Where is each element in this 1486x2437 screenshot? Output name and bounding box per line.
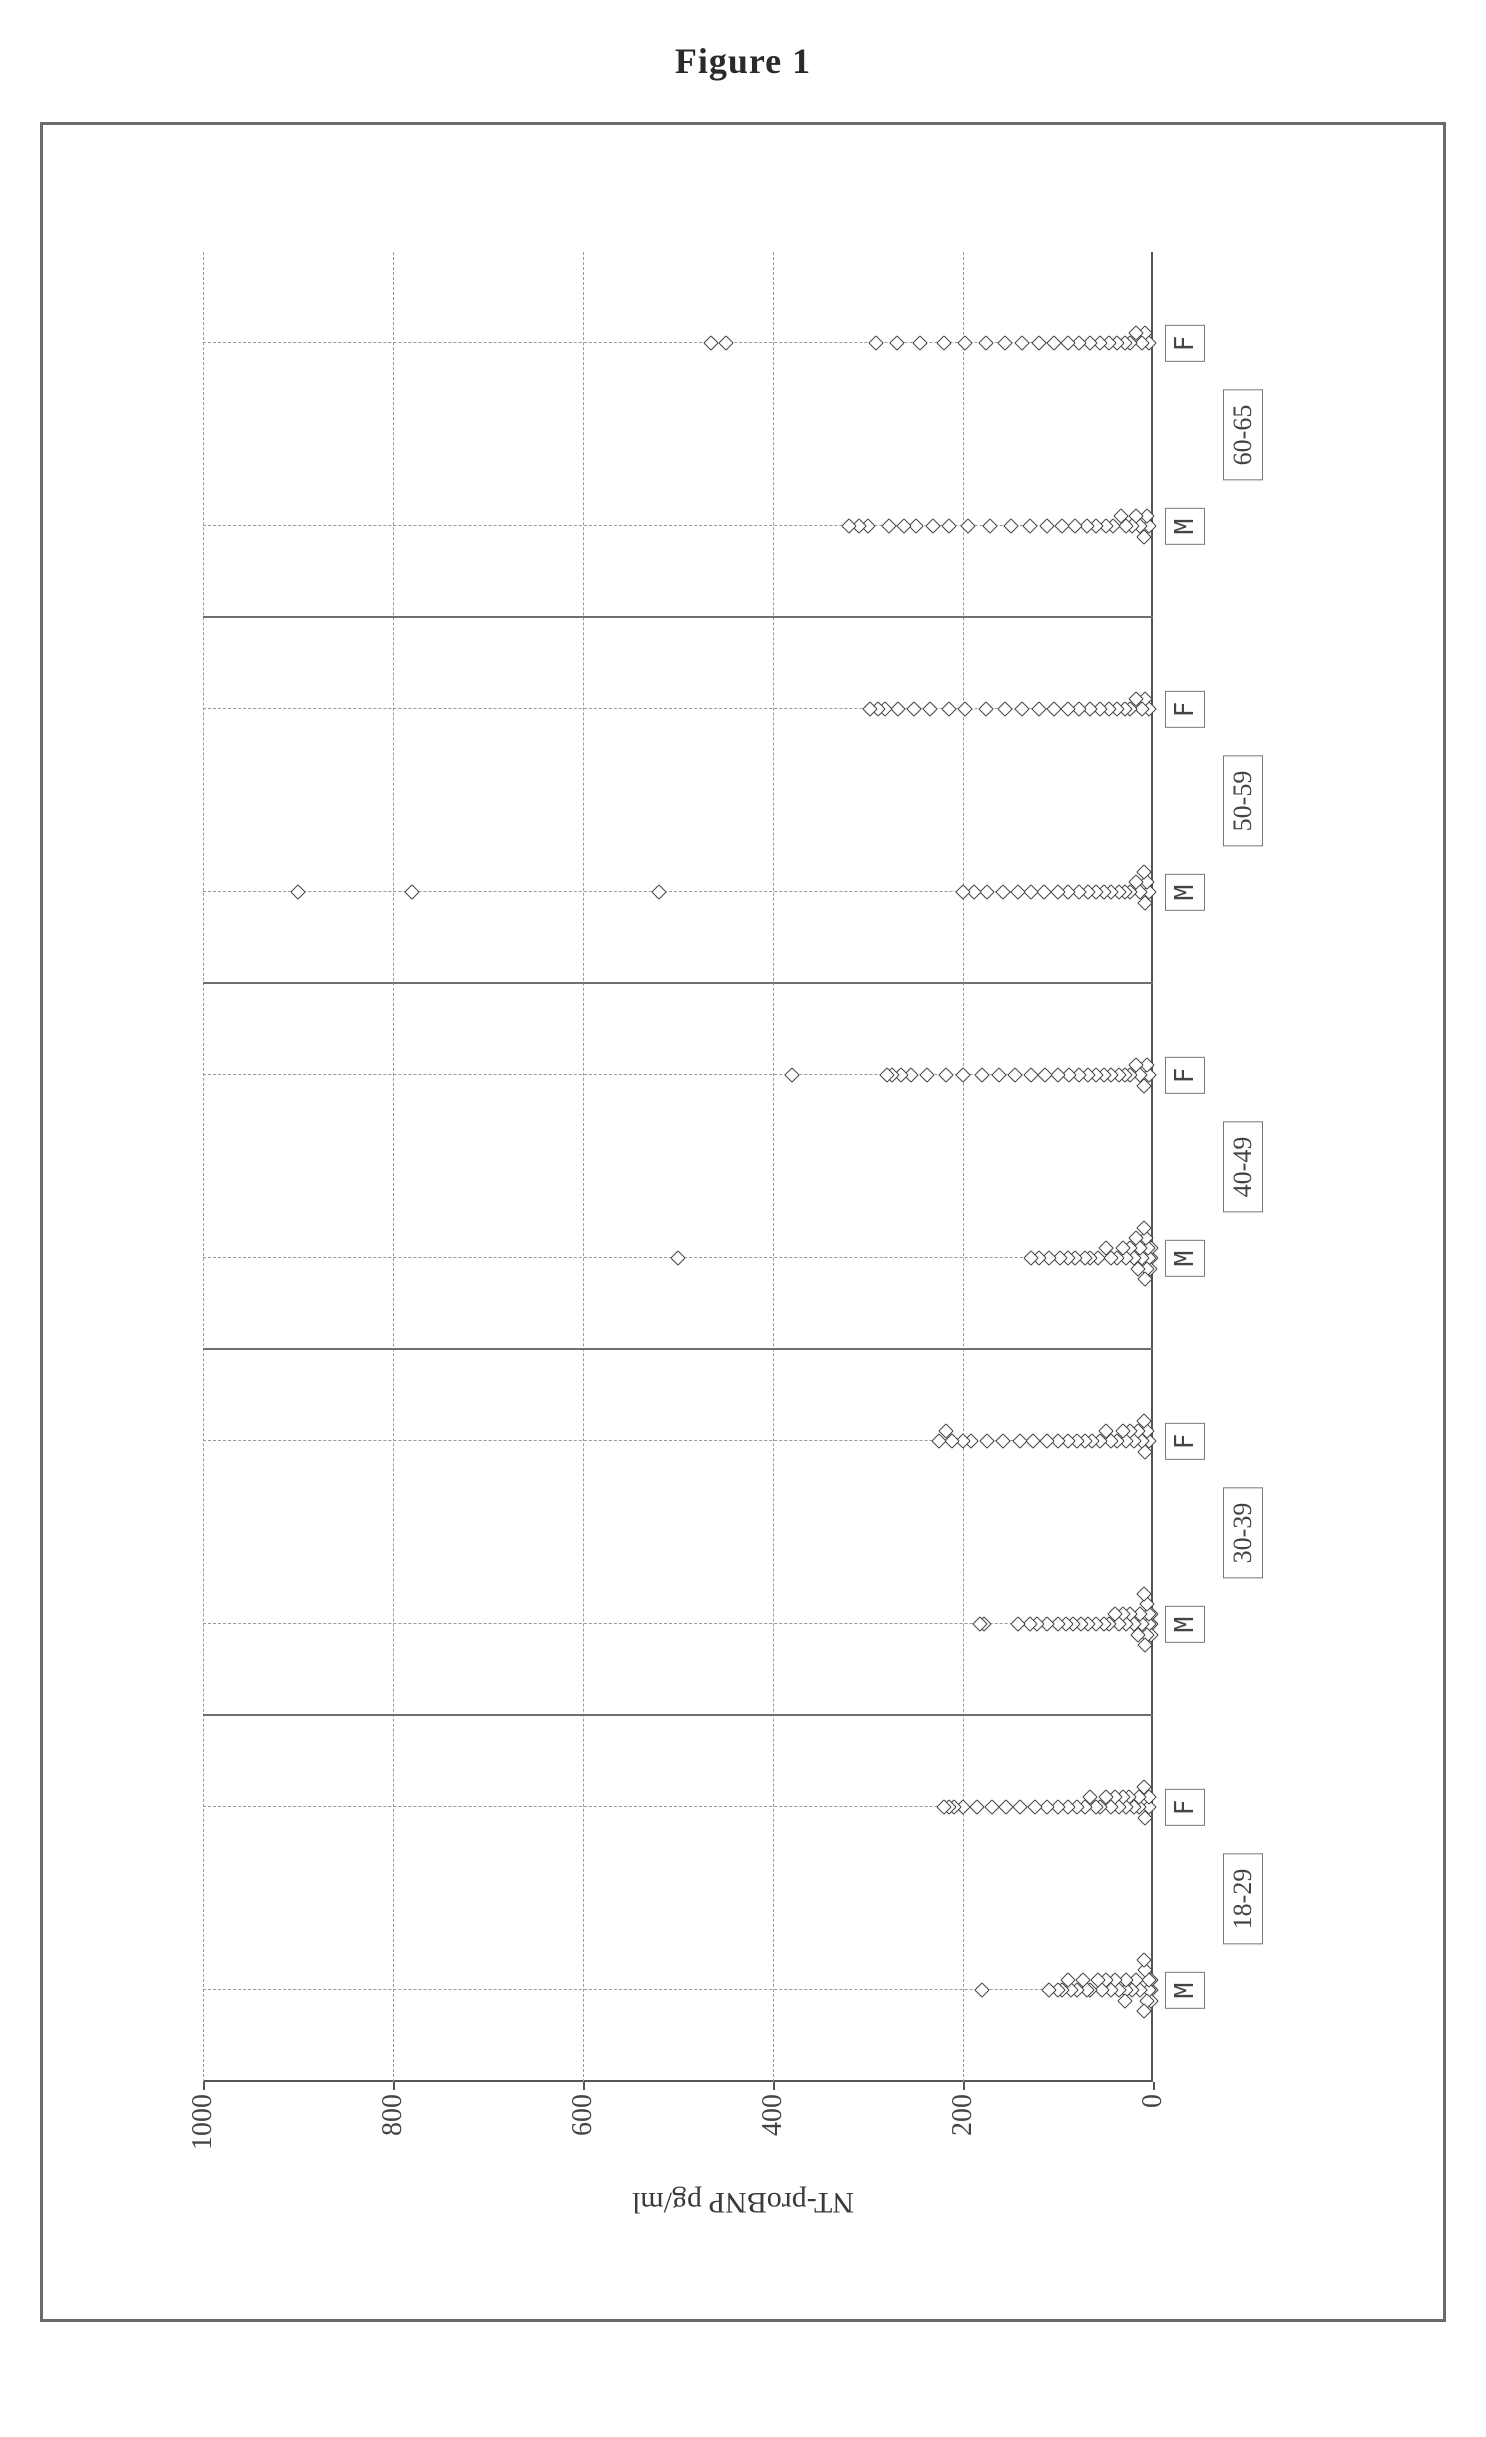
page: Figure 1 NT-proBNP pg/ml 020040060080010… xyxy=(40,40,1446,2322)
x-age-label: 30-39 xyxy=(1223,1488,1263,1579)
x-sex-label: M xyxy=(1165,1606,1205,1644)
age-group-separator xyxy=(203,616,1153,618)
y-tick-label: 1000 xyxy=(187,2094,219,2150)
y-tick-mark xyxy=(203,2082,205,2090)
x-sex-label: F xyxy=(1165,1423,1205,1461)
y-tick-label: 600 xyxy=(567,2094,599,2136)
chart-inner: NT-proBNP pg/ml 02004006008001000MFMFMFM… xyxy=(153,222,1333,2222)
y-tick-mark xyxy=(963,2082,965,2090)
x-sex-label: F xyxy=(1165,691,1205,729)
x-sex-label: F xyxy=(1165,325,1205,363)
age-group-separator xyxy=(203,1714,1153,1716)
chart-rotated-wrapper: NT-proBNP pg/ml 02004006008001000MFMFMFM… xyxy=(153,222,1333,2222)
grid-line-h xyxy=(203,252,204,2082)
y-tick-label: 400 xyxy=(757,2094,789,2136)
x-sex-label: M xyxy=(1165,508,1205,546)
x-age-label: 60-65 xyxy=(1223,390,1263,481)
y-tick-mark xyxy=(583,2082,585,2090)
y-tick-mark xyxy=(773,2082,775,2090)
y-tick-mark xyxy=(393,2082,395,2090)
y-tick-label: 200 xyxy=(947,2094,979,2136)
x-sex-label: F xyxy=(1165,1789,1205,1827)
x-sex-label: M xyxy=(1165,874,1205,912)
x-age-label: 18-29 xyxy=(1223,1854,1263,1945)
y-tick-label: 0 xyxy=(1137,2094,1169,2108)
x-age-label: 40-49 xyxy=(1223,1122,1263,1213)
x-sex-label: F xyxy=(1165,1057,1205,1095)
figure-frame: NT-proBNP pg/ml 02004006008001000MFMFMFM… xyxy=(40,122,1446,2322)
grid-line-h xyxy=(773,252,774,2082)
age-group-separator xyxy=(203,982,1153,984)
y-tick-label: 800 xyxy=(377,2094,409,2136)
age-group-separator xyxy=(203,1348,1153,1350)
x-sex-label: M xyxy=(1165,1240,1205,1278)
y-tick-mark xyxy=(1153,2082,1155,2090)
y-axis-title: NT-proBNP pg/ml xyxy=(632,2185,854,2219)
x-age-label: 50-59 xyxy=(1223,756,1263,847)
plot-area: 02004006008001000MFMFMFMFMF18-2930-3940-… xyxy=(203,252,1153,2082)
grid-line-h xyxy=(583,252,584,2082)
x-sex-label: M xyxy=(1165,1972,1205,2010)
grid-line-v xyxy=(203,1990,1153,1991)
figure-caption: Figure 1 xyxy=(40,40,1446,82)
grid-line-h xyxy=(393,252,394,2082)
